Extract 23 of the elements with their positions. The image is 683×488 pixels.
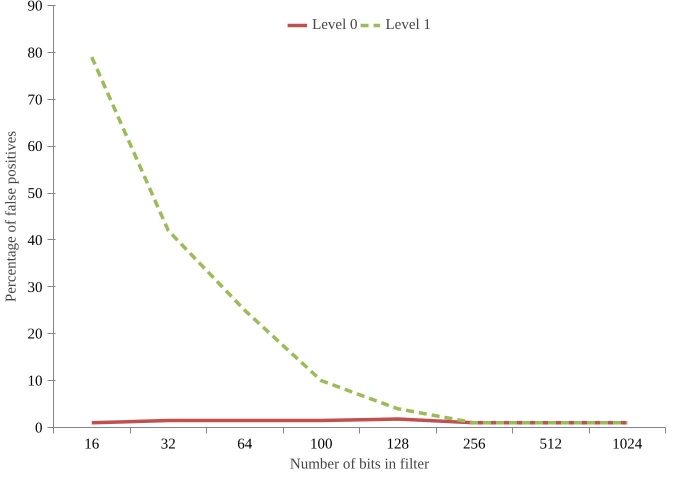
y-tick-label: 90: [28, 0, 42, 14]
y-tick-label: 0: [35, 420, 42, 436]
y-axis-title: Percentage of false positives: [4, 130, 20, 302]
x-axis-title: Number of bits in filter: [290, 456, 430, 472]
y-tick-label: 70: [28, 92, 42, 108]
x-tick-label: 128: [386, 436, 409, 452]
y-tick-label: 50: [28, 186, 42, 202]
legend-label: Level 1: [386, 16, 431, 34]
y-tick-label: 60: [28, 139, 42, 156]
legend-label: Level 0: [312, 16, 358, 34]
y-tick-label: 10: [28, 374, 42, 390]
x-tick-label: 32: [160, 436, 176, 452]
x-tick-label: 1024: [612, 436, 643, 452]
x-tick-label: 16: [84, 436, 100, 452]
x-tick-label: 64: [237, 436, 253, 452]
x-tick-label: 100: [310, 436, 332, 452]
y-tick-label: 30: [28, 280, 42, 296]
x-tick-label: 512: [540, 436, 562, 452]
y-tick-label: 20: [28, 326, 42, 343]
y-tick-label: 40: [28, 232, 42, 249]
y-tick-label: 80: [28, 45, 42, 62]
x-tick-label: 256: [463, 436, 486, 452]
line-series: [90, 55, 629, 425]
